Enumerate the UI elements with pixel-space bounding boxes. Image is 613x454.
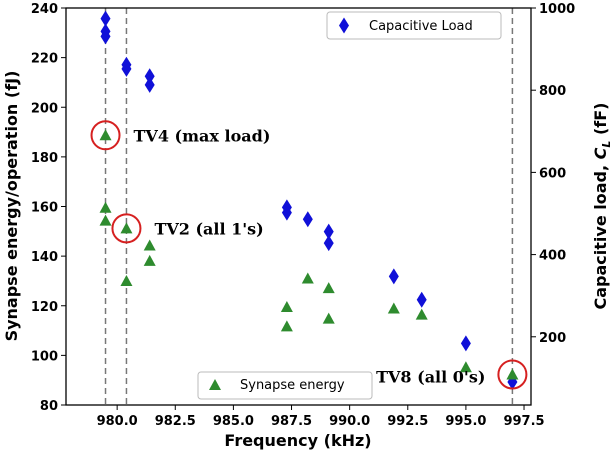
capacitive-load-point	[144, 76, 155, 93]
legend-label-synapse: Synapse energy	[240, 378, 345, 393]
capacitive-load-point	[302, 211, 313, 228]
left-y-tick-label: 220	[31, 52, 58, 67]
synapse-energy-point	[99, 214, 112, 226]
capacitive-load-point	[323, 223, 334, 240]
right-y-tick-label: 800	[539, 84, 566, 99]
x-tick-label: 992.5	[387, 414, 428, 429]
synapse-energy-point	[301, 272, 314, 284]
capacitive-load-point	[100, 10, 111, 27]
synapse-energy-point	[280, 300, 293, 312]
synapse-energy-point	[415, 308, 428, 320]
left-y-axis-title: Synapse energy/operation (fJ)	[2, 71, 21, 342]
synapse-energy-point	[99, 201, 112, 213]
x-axis-title: Frequency (kHz)	[224, 431, 371, 450]
axis-ticks: 980.0 982.5 985.0 987.5 990.0 992.5 995.0 997.5…	[31, 2, 575, 429]
capacitive-load-point	[388, 268, 399, 285]
right-y-tick-label: 1000	[539, 2, 575, 17]
left-y-tick-label: 240	[31, 2, 58, 17]
legend-box	[197, 371, 373, 400]
plot-frame	[65, 7, 532, 406]
annotation-label: TV8 (all 0's)	[376, 367, 485, 386]
x-tick-label: 997.5	[503, 414, 544, 429]
x-tick-label: 995.0	[445, 414, 486, 429]
right-y-tick-label: 400	[539, 249, 566, 264]
capacitive-load-point	[416, 291, 427, 308]
annotation-label: TV2 (all 1's)	[154, 219, 263, 238]
annotation-circle	[90, 120, 121, 151]
synapse-energy-point	[99, 129, 112, 141]
right-y-tick-label: 200	[539, 331, 566, 346]
legend-synapse-energy: Synapse energy	[197, 371, 373, 400]
annotation-label: TV4 (max load)	[134, 126, 271, 145]
capacitive-load-point	[323, 235, 334, 252]
legend-triangle-marker	[209, 379, 221, 390]
x-tick-label: 982.5	[155, 414, 196, 429]
capacitive-load-point	[144, 68, 155, 85]
left-y-tick-label: 100	[31, 349, 58, 364]
synapse-energy-point	[459, 361, 472, 373]
data-marks	[99, 10, 519, 390]
capacitive-load-point	[460, 335, 471, 352]
synapse-energy-point	[143, 239, 156, 251]
synapse-energy-point	[280, 320, 293, 332]
synapse-energy-point	[120, 274, 133, 286]
x-tick-label: 980.0	[97, 414, 138, 429]
synapse-energy-point	[322, 282, 335, 294]
synapse-energy-point	[387, 302, 400, 314]
legend-diamond-marker	[339, 17, 349, 34]
annotation-circle	[111, 213, 142, 244]
legend-capacitive-load: Capacitive Load	[326, 11, 502, 40]
capacitive-load-point	[281, 204, 292, 221]
left-y-tick-label: 120	[31, 300, 58, 315]
synapse-energy-point	[120, 222, 133, 234]
synapse-energy-point	[506, 368, 519, 380]
legend-box	[326, 11, 502, 40]
right-y-axis-title: Capacitive load, CL (fF)	[591, 103, 613, 310]
left-y-tick-label: 200	[31, 101, 58, 116]
right-y-tick-label: 600	[539, 166, 566, 181]
x-tick-label: 987.5	[271, 414, 312, 429]
left-y-tick-label: 140	[31, 250, 58, 265]
capacitive-load-point	[100, 28, 111, 45]
capacitive-load-point	[121, 60, 132, 77]
legend-label-capacitive: Capacitive Load	[369, 19, 473, 34]
reference-lines	[104, 8, 514, 405]
x-tick-label: 990.0	[329, 414, 370, 429]
annotation-circle	[497, 359, 528, 390]
synapse-energy-point	[322, 312, 335, 324]
left-y-tick-label: 160	[31, 201, 58, 216]
left-y-tick-label: 180	[31, 151, 58, 166]
left-y-tick-label: 80	[40, 399, 58, 414]
x-tick-label: 985.0	[213, 414, 254, 429]
annotations: TV4 (max load) TV2 (all 1's) TV8 (all 0's)	[90, 120, 528, 390]
synapse-energy-point	[143, 254, 156, 266]
